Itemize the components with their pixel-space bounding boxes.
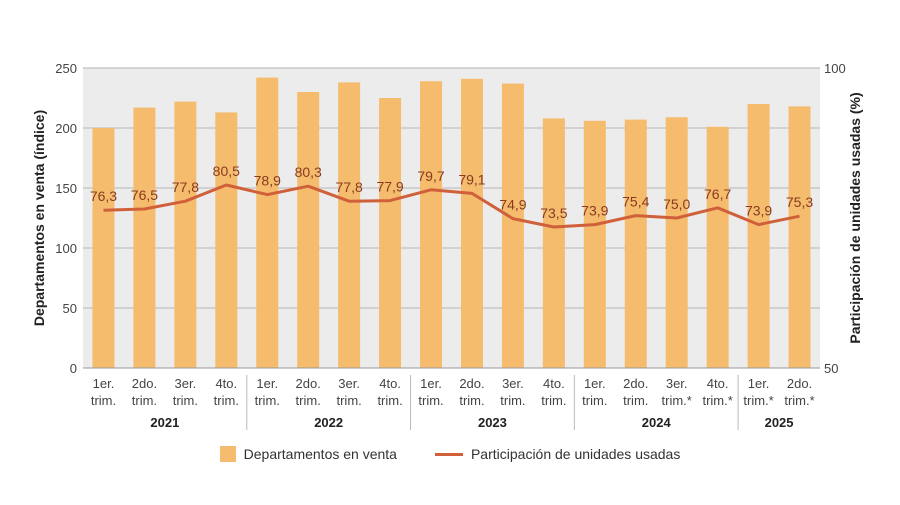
data-label: 73,9 — [745, 203, 772, 219]
x-tick-label-line1: 2do. — [787, 376, 812, 391]
year-label: 2021 — [150, 415, 179, 430]
x-tick-label-line2: trim. — [459, 393, 484, 408]
bar — [501, 83, 524, 368]
bar — [215, 112, 238, 369]
data-label: 77,8 — [172, 179, 199, 195]
legend-swatch-line — [434, 452, 463, 456]
bar — [583, 120, 606, 368]
x-tick-label-line2: trim.* — [784, 393, 814, 408]
data-label: 75,3 — [786, 194, 813, 210]
legend-label-line: Participación de unidades usadas — [470, 446, 681, 462]
x-tick-label-line1: 3er. — [666, 376, 688, 391]
year-label: 2025 — [765, 415, 794, 430]
x-tick-label-line2: trim. — [132, 393, 157, 408]
bar — [420, 81, 443, 368]
bar — [542, 118, 565, 369]
y-left-tick-label: 0 — [70, 361, 77, 376]
data-label: 80,5 — [213, 163, 240, 179]
data-label: 76,5 — [131, 187, 158, 203]
year-label: 2024 — [642, 415, 672, 430]
bar — [338, 82, 361, 369]
legend-swatch-bar — [219, 446, 236, 462]
x-tick-label-line2: trim. — [214, 393, 239, 408]
bar — [460, 78, 483, 369]
x-tick-label-line2: trim. — [336, 393, 361, 408]
x-tick-label-line1: 4to. — [707, 376, 729, 391]
y-left-tick-label: 250 — [55, 61, 77, 76]
x-tick-label-line1: 2do. — [459, 376, 484, 391]
bar — [256, 77, 279, 368]
x-tick-label-line1: 1er. — [584, 376, 606, 391]
x-tick-label-line1: 2do. — [296, 376, 321, 391]
x-tick-label-line2: trim. — [173, 393, 198, 408]
data-label: 73,5 — [540, 205, 567, 221]
bar — [174, 101, 197, 368]
x-tick-label-line1: 2do. — [623, 376, 648, 391]
x-tick-label-line1: 1er. — [420, 376, 442, 391]
x-tick-label-line1: 4to. — [543, 376, 565, 391]
data-label: 74,9 — [499, 197, 526, 213]
x-tick-label-line1: 3er. — [338, 376, 360, 391]
bar — [665, 117, 688, 368]
y-right-axis-title: Participación de unidades usadas (%) — [847, 92, 863, 343]
x-tick-label-line1: 1er. — [748, 376, 770, 391]
data-label: 73,9 — [581, 203, 608, 219]
data-label: 75,0 — [663, 196, 690, 212]
year-label: 2022 — [314, 415, 343, 430]
x-tick-label-line2: trim. — [418, 393, 443, 408]
bar — [747, 104, 770, 368]
x-tick-label-line2: trim. — [296, 393, 321, 408]
x-tick-label-line2: trim.* — [743, 393, 773, 408]
year-label: 2023 — [478, 415, 507, 430]
data-label: 79,1 — [458, 171, 485, 187]
bar — [788, 106, 811, 369]
x-tick-label-line1: 3er. — [175, 376, 197, 391]
x-tick-label-line1: 2do. — [132, 376, 157, 391]
x-tick-label-line2: trim. — [623, 393, 648, 408]
x-tick-label-line2: trim. — [255, 393, 280, 408]
x-tick-label-line1: 4to. — [215, 376, 237, 391]
x-tick-label-line2: trim.* — [662, 393, 692, 408]
y-right-tick-label: 50 — [824, 361, 838, 376]
x-tick-label-line2: trim. — [377, 393, 402, 408]
bar — [706, 126, 729, 368]
legend-item-bars: Departamentos en venta — [219, 446, 397, 462]
x-tick-label-line1: 1er. — [256, 376, 278, 391]
plot-background — [83, 68, 820, 368]
x-tick-label-line1: 1er. — [93, 376, 115, 391]
legend: Departamentos en venta Participación de … — [0, 446, 900, 462]
y-left-tick-label: 100 — [55, 241, 77, 256]
x-tick-label-line2: trim.* — [702, 393, 732, 408]
data-label: 80,3 — [295, 164, 322, 180]
x-tick-label-line2: trim. — [500, 393, 525, 408]
y-right-tick-label: 100 — [824, 61, 846, 76]
x-tick-label-line2: trim. — [91, 393, 116, 408]
y-left-tick-label: 150 — [55, 181, 77, 196]
bar — [133, 107, 156, 368]
y-left-axis-title: Departamentos en venta (índice) — [31, 110, 47, 326]
x-tick-label-line2: trim. — [582, 393, 607, 408]
data-label: 78,9 — [254, 173, 281, 189]
bar — [379, 98, 402, 368]
data-label: 77,8 — [336, 179, 363, 195]
y-left-tick-label: 200 — [55, 121, 77, 136]
bar — [297, 92, 320, 368]
x-tick-label-line2: trim. — [541, 393, 566, 408]
data-label: 79,7 — [417, 168, 444, 184]
series-line — [103, 183, 800, 229]
x-tick-label-line1: 3er. — [502, 376, 524, 391]
bar — [92, 128, 115, 368]
bar — [624, 119, 647, 368]
data-label: 76,7 — [704, 186, 731, 202]
data-label: 77,9 — [376, 179, 403, 195]
data-label: 75,4 — [622, 194, 649, 210]
data-label: 76,3 — [90, 188, 117, 204]
legend-item-line: Participación de unidades usadas — [434, 446, 681, 462]
y-left-tick-label: 50 — [63, 301, 77, 316]
legend-label-bars: Departamentos en venta — [243, 446, 397, 462]
x-tick-label-line1: 4to. — [379, 376, 401, 391]
